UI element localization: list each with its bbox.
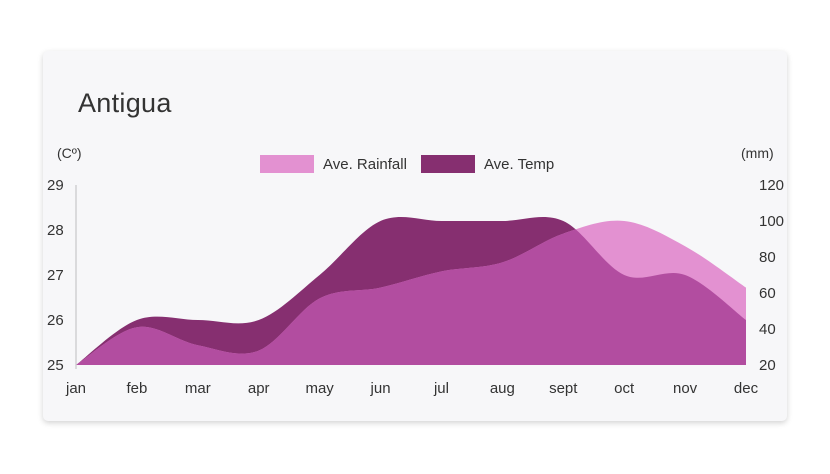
left-axis-tick: 26 [47,312,64,329]
legend-label-temp: Ave. Temp [483,155,555,173]
x-axis-tick: jul [433,380,449,397]
right-axis-unit: (mm) [741,145,774,161]
series-area-overlap [76,220,746,365]
left-axis-unit: (Cº) [57,145,82,161]
right-axis-tick: 60 [759,285,776,302]
x-axis-tick: dec [734,380,759,397]
legend: Ave. Rainfall Ave. Temp [260,154,568,174]
x-axis-tick: mar [185,380,211,397]
left-axis-tick: 27 [47,267,64,284]
left-axis-tick: 25 [47,357,64,374]
x-axis-tick: oct [614,380,635,397]
chart-title: Antigua [78,88,172,118]
x-axis-tick: may [305,380,334,397]
legend-item-rainfall[interactable]: Ave. Rainfall [260,155,407,173]
x-axis-tick: jun [370,380,391,397]
legend-swatch-rainfall [260,155,314,173]
plot-area [76,217,746,365]
x-axis-tick: sept [549,380,578,397]
x-axis-tick: feb [126,380,147,397]
legend-label-rainfall: Ave. Rainfall [323,155,407,173]
right-axis-tick: 80 [759,249,776,266]
left-axis-tick: 28 [47,222,64,239]
right-axis-tick: 20 [759,357,776,374]
left-axis-tick: 29 [47,177,64,194]
right-axis-tick: 120 [759,177,784,194]
right-axis-tick: 40 [759,321,776,338]
x-axis-tick: nov [673,380,698,397]
legend-swatch-temp [420,155,475,173]
legend-item-temp[interactable]: Ave. Temp [420,155,555,173]
x-axis-tick: apr [248,380,270,397]
right-axis-tick: 100 [759,213,784,230]
x-axis-tick: aug [490,380,515,397]
x-axis-tick: jan [65,380,86,397]
